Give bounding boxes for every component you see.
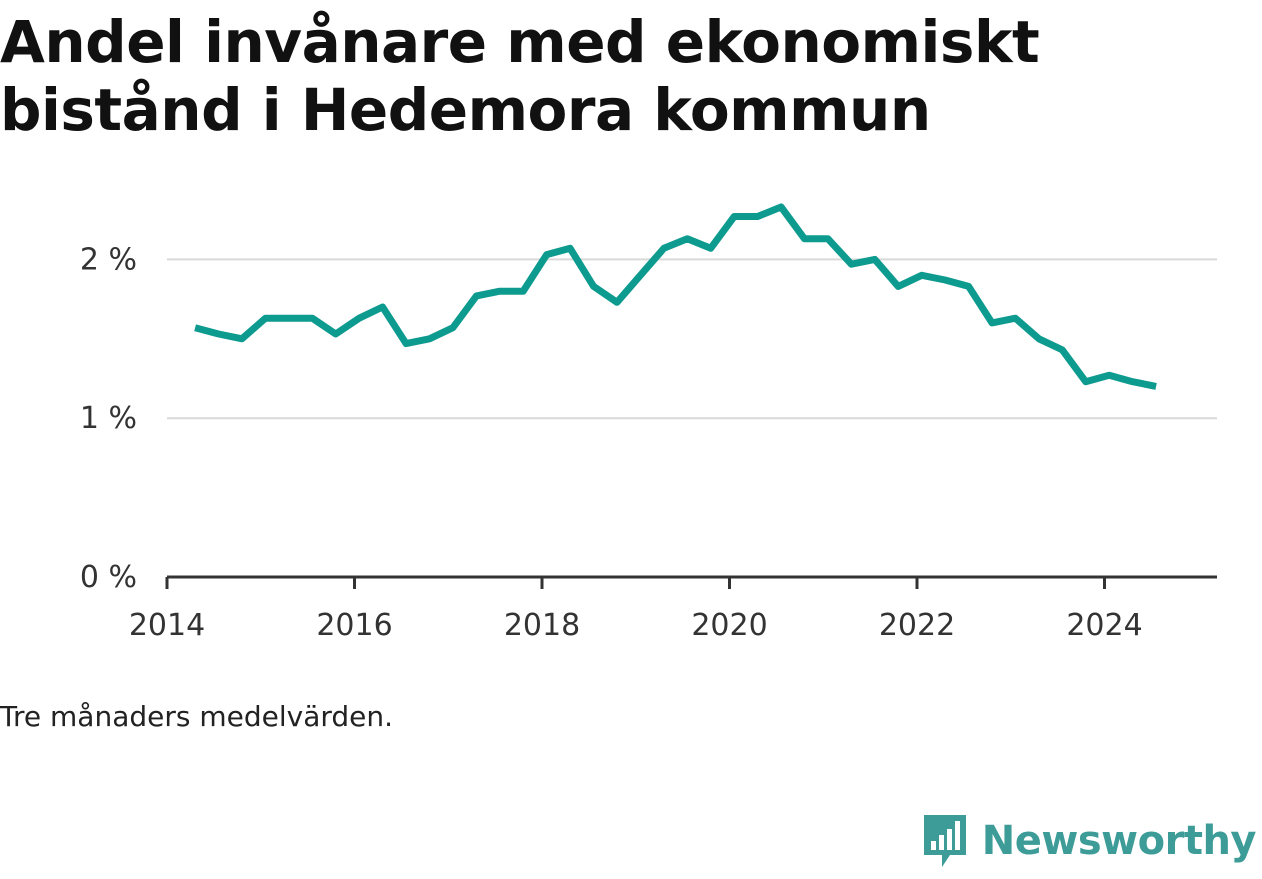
series-line xyxy=(194,203,1157,390)
y-tick-label: 2 % xyxy=(80,242,137,277)
chart-note: Tre månaders medelvärden. xyxy=(0,700,394,733)
x-tick-label: 2022 xyxy=(879,608,955,643)
y-tick-label: 0 % xyxy=(80,560,137,595)
y-axis-labels: 0 % 1 % 2 % xyxy=(80,242,137,595)
gridlines xyxy=(167,258,1217,420)
x-axis-labels: 2014 2016 2018 2020 2022 2024 xyxy=(129,608,1143,643)
x-tick-label: 2016 xyxy=(316,608,392,643)
x-tick-label: 2014 xyxy=(129,608,205,643)
y-tick-label: 1 % xyxy=(80,401,137,436)
x-tick-label: 2024 xyxy=(1066,608,1142,643)
x-axis xyxy=(165,575,1217,589)
chart-title: Andel invånare med ekonomiskt bistånd i … xyxy=(0,8,1040,144)
brand-name: Newsworthy xyxy=(981,818,1257,864)
newsworthy-logo-icon xyxy=(923,815,966,867)
x-tick-label: 2020 xyxy=(691,608,767,643)
series-layer xyxy=(194,203,1157,390)
x-tick-label: 2018 xyxy=(504,608,580,643)
brand-logo[interactable]: Newsworthy xyxy=(920,809,1257,873)
